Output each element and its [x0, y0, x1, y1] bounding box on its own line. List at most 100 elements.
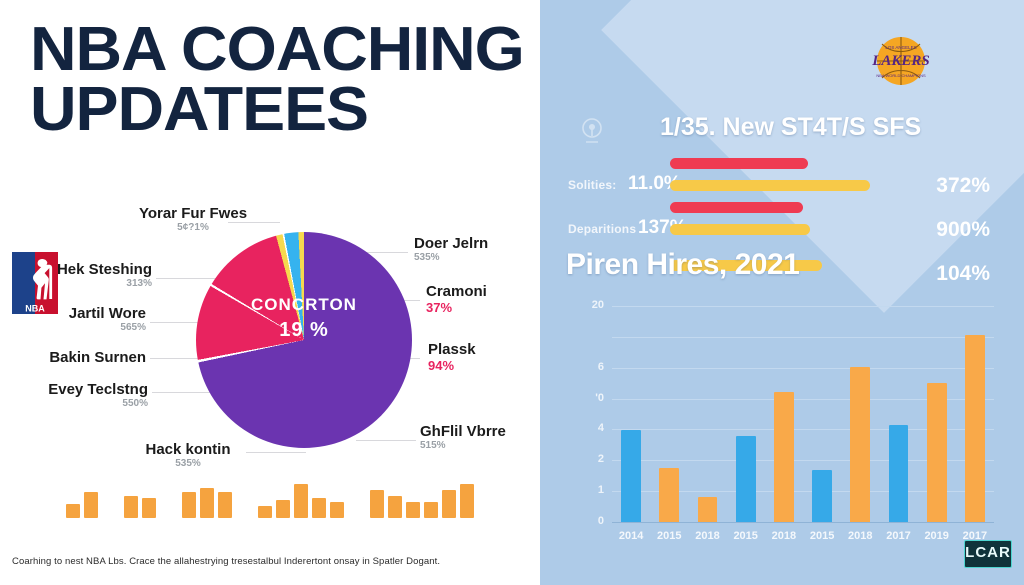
- decorative-bar: [66, 504, 80, 518]
- decorative-bar: [442, 490, 456, 518]
- decorative-bar: [258, 506, 272, 518]
- x-axis-line: [612, 522, 994, 523]
- column-bar: [697, 496, 718, 522]
- bar-row-right-value: 900%: [936, 218, 990, 241]
- column-bar: [964, 334, 985, 522]
- leader-line: [356, 440, 416, 441]
- pie-center-value: 19 %: [279, 318, 329, 341]
- lakers-logo-icon: LAKERS LOS ANGELES NBA WORLD CHAMPIONS: [871, 37, 930, 85]
- pie-label-bakin-surnen: Bakin Surnen: [0, 349, 146, 367]
- y-axis-tick-label: '0: [595, 391, 604, 404]
- pie-label-name: Jartil Wore: [68, 305, 146, 322]
- svg-text:NBA WORLD CHAMPIONS: NBA WORLD CHAMPIONS: [876, 73, 926, 78]
- pie-label-hack-kontin: Hack kontin 535%: [130, 441, 246, 470]
- pie-label-name: Yorar Fur Fwes: [138, 205, 248, 222]
- pie-label-value: 94%: [428, 358, 455, 374]
- decorative-bar: [312, 498, 326, 518]
- pie-label-ghflil-vbrre: GhFlil Vbrre 515%: [420, 423, 506, 452]
- bar-yellow: [670, 224, 810, 235]
- x-axis-tick-label: 2017: [886, 530, 911, 542]
- decorative-bar: [460, 484, 474, 518]
- decorative-bar: [142, 498, 156, 518]
- pie-center-title: CONCRTON: [251, 295, 357, 314]
- decorative-bar: [218, 492, 232, 518]
- y-axis-tick-label: 6: [597, 360, 604, 373]
- column-bar: [850, 367, 871, 522]
- pie-label-value: 535%: [414, 252, 440, 264]
- bar-row: Deparitions 137% 900%: [540, 202, 1024, 256]
- nba-logo-icon: NBA: [12, 252, 58, 314]
- decorative-bar: [200, 488, 214, 518]
- gridline: [612, 306, 994, 307]
- leader-line: [228, 222, 280, 223]
- x-axis-tick-label: 2019: [924, 530, 949, 542]
- gridline: [612, 429, 994, 431]
- leader-line: [150, 322, 228, 323]
- pie-label-name: Hack kontin: [145, 441, 231, 458]
- bar-row-name: Deparitions: [568, 222, 637, 236]
- x-axis-tick-label: 2015: [733, 530, 758, 542]
- pie-label-cramoni: Cramoni 37%: [426, 283, 487, 316]
- pie-label-hek-steshing: Hek Steshing 313%: [0, 261, 152, 290]
- bar-red: [670, 202, 803, 213]
- x-axis-tick-label: 2015: [809, 530, 835, 542]
- svg-text:LAKERS: LAKERS: [871, 53, 930, 69]
- y-axis-tick-label: 0: [597, 515, 604, 527]
- pie-label-value: 37%: [426, 300, 453, 316]
- column-bar: [735, 435, 756, 522]
- column-bar: [659, 468, 680, 522]
- bar-red: [670, 158, 808, 169]
- leader-line: [156, 278, 228, 279]
- left-panel: NBA COACHING STAFF UPDATEES NBA CONCRTON…: [0, 18, 740, 567]
- leader-line: [246, 452, 306, 453]
- column-bar: [812, 469, 833, 522]
- x-axis-tick-label: 2018: [771, 530, 797, 542]
- bar-yellow: [670, 260, 822, 271]
- leader-line: [150, 358, 232, 359]
- svg-text:NBA: NBA: [25, 304, 45, 314]
- pie-label-name: Cramoni: [426, 283, 487, 300]
- x-axis-tick-label: 2018: [848, 530, 873, 542]
- pie-label-name: GhFlil Vbrre: [420, 423, 506, 440]
- pie-label-value: 515%: [420, 440, 446, 452]
- decorative-bar: [424, 502, 438, 518]
- gridline: [612, 336, 994, 338]
- y-axis-tick-label: 4: [597, 422, 604, 435]
- pie-label-name: Doer Jelrn: [414, 235, 489, 252]
- pie-label-value: 5¢?1%: [177, 222, 209, 234]
- leader-line: [352, 252, 408, 253]
- pie-label-plassk: Plassk 94%: [428, 341, 476, 374]
- pie-label-evey-teclstng: Evey Teclstng 550%: [0, 381, 148, 410]
- bar-row-right-value: 104%: [936, 262, 990, 285]
- pie-label-name: Bakin Surnen: [49, 349, 146, 366]
- pie-label-name: Evey Teclstng: [48, 381, 148, 398]
- decorative-bar: [276, 500, 290, 518]
- pie-label-name: Hek Steshing: [56, 261, 152, 278]
- bar-yellow: [670, 180, 870, 191]
- gridline: [612, 491, 994, 493]
- column-bar: [773, 392, 794, 522]
- pie-label-yorar-fur-fwes: Yorar Fur Fwes 5¢?1%: [118, 205, 268, 234]
- pie-slices: [196, 232, 412, 448]
- svg-text:LOS ANGELES: LOS ANGELES: [885, 45, 916, 50]
- decorative-bar: [182, 492, 196, 518]
- gridline: [612, 460, 994, 462]
- decorative-bar: [124, 496, 138, 518]
- decorative-bar: [388, 496, 402, 518]
- pie-chart: CONCRTON 19 %: [196, 232, 412, 448]
- location-pin-icon: [582, 118, 602, 143]
- bar-row-value: 11.0%: [628, 173, 681, 194]
- column-bar: [621, 430, 642, 522]
- right-panel: LAKERS LOS ANGELES NBA WORLD CHAMPIONS 1…: [540, 0, 1024, 585]
- lcar-badge-label: LCAR: [965, 544, 1011, 561]
- gridline: [612, 398, 994, 400]
- decorative-bar: [370, 490, 384, 518]
- lcar-badge: LCAR: [964, 540, 1012, 568]
- right-panel-heading: 1/35. New ST4T/S SFS: [660, 113, 922, 141]
- column-bar: [888, 424, 909, 522]
- bar-row: Solities: 11.0% 372%: [540, 158, 1024, 212]
- bar-row: 104%: [540, 252, 1024, 300]
- x-axis-tick-label: 2018: [695, 530, 720, 542]
- pie-label-jartil-wore: Jartil Wore 565%: [0, 305, 146, 334]
- footer-caption: Coarhing to nest NBA Lbs. Crace the alla…: [12, 556, 441, 567]
